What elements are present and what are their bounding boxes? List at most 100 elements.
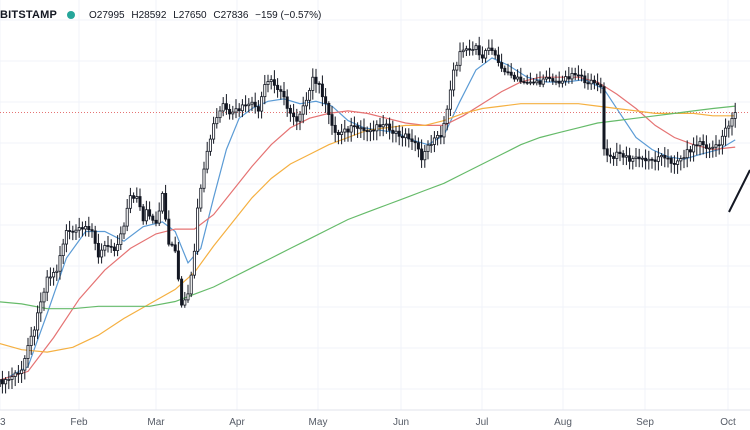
candle[interactable] [285,89,289,117]
candle[interactable] [119,226,123,250]
candle[interactable] [215,108,219,129]
candle[interactable] [631,155,635,170]
candle[interactable] [493,48,497,60]
candle[interactable] [375,120,379,141]
candle[interactable] [589,73,593,90]
candle[interactable] [32,326,36,346]
candle[interactable] [477,36,481,60]
candle[interactable] [10,367,14,390]
candle[interactable] [612,152,616,166]
candle[interactable] [272,70,276,94]
candle[interactable] [711,140,715,158]
candle[interactable] [128,187,132,214]
candle[interactable] [605,139,609,163]
candle[interactable] [304,92,308,115]
candle[interactable] [490,39,494,55]
candle[interactable] [266,74,270,93]
candle[interactable] [74,224,78,240]
candle[interactable] [48,267,52,286]
candle[interactable] [122,222,126,240]
candle[interactable] [429,134,433,153]
candle[interactable] [714,135,718,157]
candle[interactable] [333,116,337,143]
candlestick-series[interactable] [0,36,737,399]
candle[interactable] [317,81,321,94]
candle[interactable] [410,129,414,151]
candle[interactable] [685,140,689,168]
candle[interactable] [733,102,737,128]
candle[interactable] [234,99,238,119]
candle[interactable] [599,77,603,94]
candle[interactable] [432,131,436,153]
candle[interactable] [365,126,369,142]
candle[interactable] [157,202,161,226]
candle[interactable] [461,42,465,58]
candle[interactable] [656,148,660,171]
candle[interactable] [87,216,91,237]
candle[interactable] [109,239,113,253]
candle[interactable] [343,120,347,142]
candle[interactable] [676,151,680,174]
candle[interactable] [663,147,667,168]
candle[interactable] [52,267,56,286]
candle[interactable] [436,131,440,146]
candle[interactable] [359,120,363,138]
candle[interactable] [64,224,68,253]
candle[interactable] [458,42,462,72]
candle[interactable] [541,74,545,88]
candle[interactable] [519,67,523,84]
candle[interactable] [336,129,340,145]
candle[interactable] [29,326,33,355]
candle[interactable] [45,270,49,302]
candle[interactable] [586,73,590,90]
candle[interactable] [349,117,353,142]
trendline-drawing[interactable] [728,169,750,213]
candle[interactable] [352,116,356,136]
candle[interactable] [528,72,532,86]
candle[interactable] [112,242,116,257]
candle[interactable] [378,117,382,137]
candle[interactable] [324,88,328,113]
candle[interactable] [413,135,417,152]
candle[interactable] [23,355,27,380]
candle[interactable] [634,148,638,167]
candle[interactable] [720,129,724,155]
candle[interactable] [228,104,232,120]
candle[interactable] [164,184,168,222]
candle[interactable] [688,145,692,162]
candle[interactable] [660,153,664,166]
candle[interactable] [423,144,427,168]
candle[interactable] [400,126,404,147]
candle[interactable] [176,241,180,282]
candle[interactable] [404,128,408,147]
candle[interactable] [55,264,59,281]
candle[interactable] [420,139,424,168]
candle[interactable] [77,217,81,238]
candle[interactable] [474,43,478,55]
candle[interactable] [298,111,302,131]
candle[interactable] [330,106,334,135]
candle[interactable] [381,115,385,137]
candle[interactable] [570,67,574,84]
candle[interactable] [525,74,529,85]
candle[interactable] [340,123,344,145]
candle[interactable] [388,117,392,140]
candle[interactable] [669,155,673,173]
candle[interactable] [192,243,196,279]
candle[interactable] [196,198,200,255]
candle[interactable] [301,96,305,124]
candle[interactable] [26,337,30,368]
candle[interactable] [596,73,600,92]
candle[interactable] [708,143,712,159]
candle[interactable] [356,122,360,138]
candle[interactable] [320,75,324,107]
candle[interactable] [90,223,94,238]
candle[interactable] [205,141,209,174]
candle[interactable] [455,61,459,77]
candle[interactable] [180,276,184,308]
candle[interactable] [407,128,411,148]
candle[interactable] [154,211,158,227]
candle[interactable] [202,161,206,193]
candle[interactable] [500,53,504,72]
candle[interactable] [650,157,654,169]
